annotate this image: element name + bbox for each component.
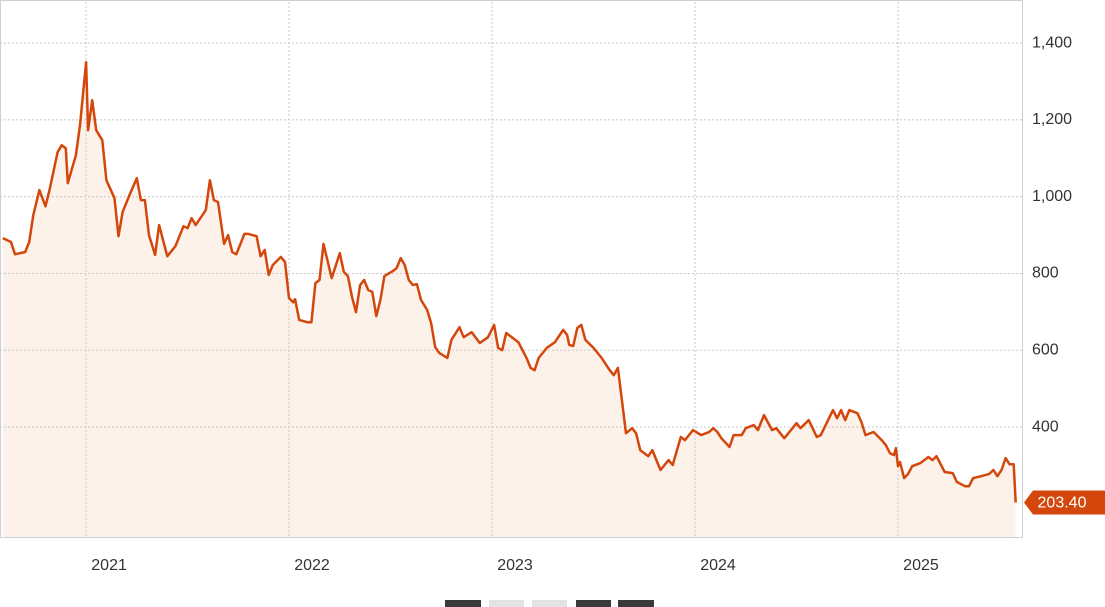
last-price-label: 203.40 <box>1038 495 1087 512</box>
y-tick-label: 400 <box>1032 418 1059 435</box>
y-tick-label: 1,000 <box>1032 188 1072 205</box>
area <box>2 62 1016 539</box>
x-tick-label: 2025 <box>903 557 939 574</box>
range-button[interactable] <box>489 600 524 607</box>
price-line <box>2 61 1017 503</box>
x-tick-label: 2023 <box>497 557 533 574</box>
range-button[interactable] <box>618 600 654 607</box>
y-tick-label: 800 <box>1032 265 1059 282</box>
range-button[interactable] <box>532 600 567 607</box>
y-tick-label: 1,200 <box>1032 111 1072 128</box>
x-tick-label: 2022 <box>294 557 330 574</box>
range-button[interactable] <box>576 600 611 607</box>
plot-area <box>0 2 1022 539</box>
y-tick-label: 600 <box>1032 341 1059 358</box>
x-tick-label: 2024 <box>700 557 736 574</box>
plot-border <box>0 0 1023 538</box>
x-tick-label: 2021 <box>91 557 127 574</box>
last-price-tag <box>1024 490 1105 515</box>
range-button[interactable] <box>445 600 481 607</box>
y-tick-label: 1,400 <box>1032 34 1072 51</box>
